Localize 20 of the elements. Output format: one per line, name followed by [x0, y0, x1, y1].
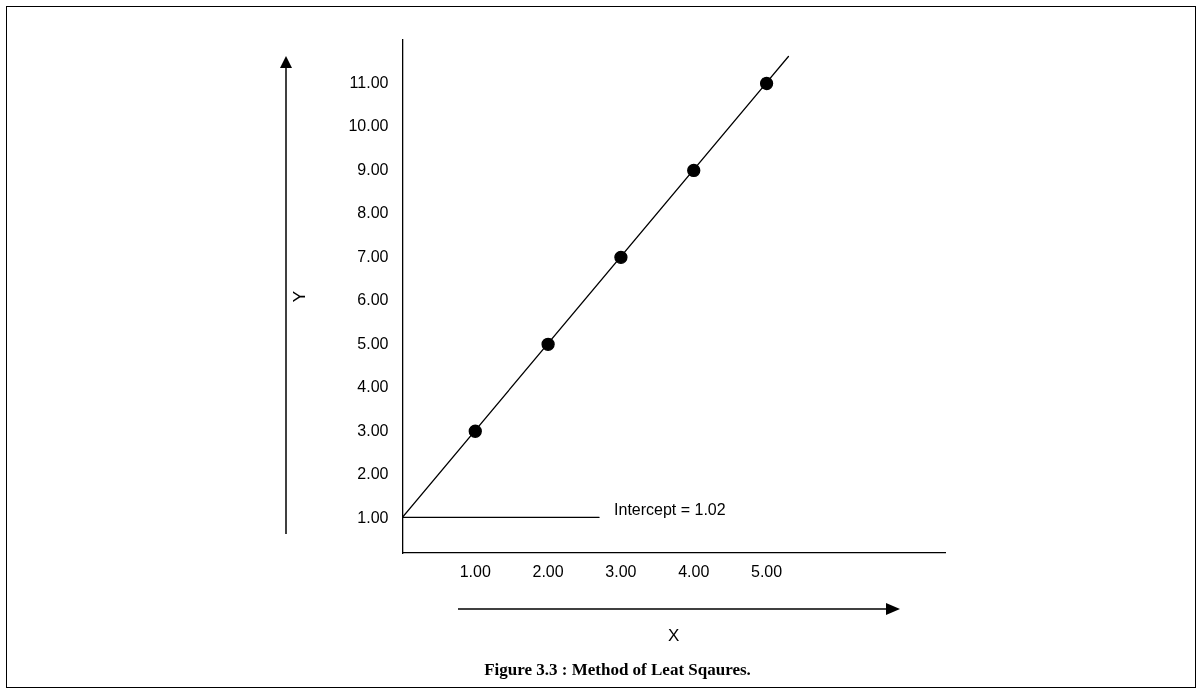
annotation: Intercept = 1.02	[614, 500, 726, 518]
x-tick-label: 1.00	[459, 563, 491, 581]
x-axis-title: X	[668, 626, 680, 646]
y-axis-title: Y	[289, 290, 309, 303]
x-tick-label: 5.00	[751, 563, 783, 581]
y-tick-label: 3.00	[357, 421, 389, 439]
y-tick-label: 5.00	[357, 334, 389, 352]
y-tick-label: 9.00	[357, 160, 389, 178]
y-tick-label: 2.00	[357, 465, 389, 483]
y-tick-label: 11.00	[349, 73, 389, 91]
y-tick-label: 4.00	[357, 378, 389, 396]
y-tick-label: 7.00	[357, 247, 389, 265]
x-tick-label: 3.00	[605, 563, 637, 581]
y-tick-label: 10.00	[348, 117, 389, 135]
y-tick-label: 8.00	[357, 204, 389, 222]
x-tick-label: 4.00	[678, 563, 710, 581]
y-tick-label: 6.00	[357, 291, 389, 309]
x-tick-label: 2.00	[532, 563, 564, 581]
text: Figure 3.3 : Method of Leat Sqaures.	[484, 660, 751, 680]
y-tick-label: 1.00	[357, 508, 389, 526]
